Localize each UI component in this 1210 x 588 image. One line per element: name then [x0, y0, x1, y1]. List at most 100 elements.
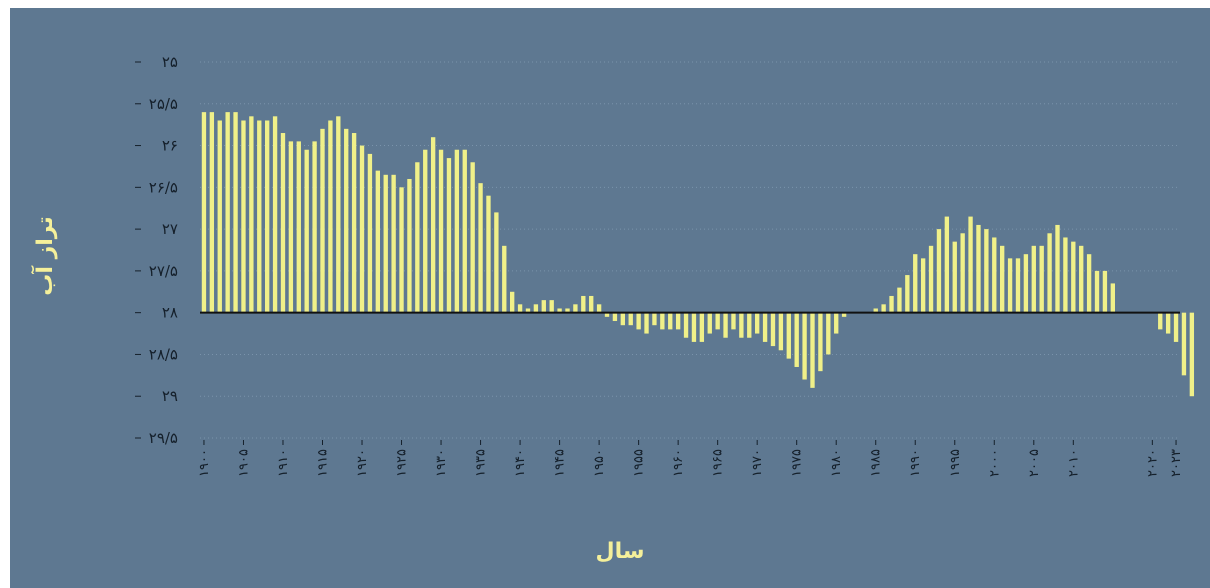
bar — [762, 312, 768, 342]
bar — [952, 241, 957, 313]
y-tick-label: ۲۵ — [162, 53, 178, 71]
bar — [438, 149, 444, 313]
bar — [470, 162, 475, 313]
bar — [257, 120, 262, 313]
x-tick-label: ۲۰۲۰ — [1145, 449, 1160, 477]
bar — [272, 116, 278, 313]
bar — [683, 312, 689, 338]
chart-frame: ۲۵ ۲۵/۵ ۲۶ ۲۶/۵ ۲۷ ۲۷/۵ ۲۸ ۲۸/۵ ۲۹ ۲۹/۵ ۱۹۰۰ ۱۹۰۵ ۱… — [10, 8, 1210, 588]
bar — [573, 304, 578, 313]
bar — [557, 308, 562, 313]
bar — [841, 312, 847, 317]
bar — [1165, 312, 1171, 334]
bar — [1007, 258, 1013, 313]
bar — [304, 149, 309, 313]
bar — [367, 153, 373, 313]
x-tick-label: ۲۰۰۰ — [987, 449, 1002, 477]
bar — [604, 312, 610, 317]
x-tick-label: ۱۹۳۵ — [474, 449, 489, 477]
bar — [1031, 245, 1036, 313]
y-tick-label: ۲۹/۵ — [149, 429, 178, 447]
bars — [201, 112, 1195, 397]
bar — [984, 229, 989, 313]
bar — [351, 133, 357, 313]
bar — [881, 304, 886, 313]
bar — [1094, 270, 1100, 313]
bar — [407, 178, 412, 313]
bar — [1158, 312, 1163, 330]
bar — [636, 312, 641, 330]
bar — [589, 295, 594, 313]
x-tick-label: ۱۹۲۰ — [355, 449, 370, 477]
bar — [778, 312, 784, 351]
x-tick-label: ۲۰۱۰ — [1066, 449, 1081, 477]
bar — [1173, 312, 1179, 342]
x-tick-label: ۱۹۴۵ — [553, 449, 568, 477]
bar — [375, 170, 380, 313]
bar — [454, 149, 460, 313]
bar — [541, 300, 546, 313]
bar — [612, 312, 618, 322]
bar — [391, 174, 396, 313]
bar — [478, 183, 483, 313]
bar — [691, 312, 697, 342]
bar — [399, 187, 404, 313]
bar — [565, 308, 570, 313]
bar — [1055, 224, 1060, 313]
bar — [525, 308, 531, 313]
bar — [976, 224, 981, 313]
bar — [715, 312, 720, 330]
bar — [810, 312, 815, 388]
x-tick-label: ۱۹۰۵ — [236, 449, 251, 477]
bar — [320, 128, 325, 313]
x-axis: ۱۹۰۰ ۱۹۰۵ ۱۹۱۰ ۱۹۱۵ ۱۹۲۰ ۱۹۲۵ ۱۹۳۰ ۱۹۳۵ ۱۹۴۰ ۱۹۴۵… — [197, 440, 1184, 477]
bar — [834, 312, 839, 334]
bar — [920, 258, 926, 313]
x-tick-label: ۲۰۰۵ — [1027, 449, 1042, 477]
bar — [1079, 245, 1084, 313]
bar — [502, 245, 507, 313]
bar — [1102, 270, 1108, 313]
bar — [446, 158, 452, 313]
x-tick-label: ۱۹۸۵ — [869, 449, 884, 477]
bar — [233, 112, 238, 313]
x-tick-label: ۱۹۰۰ — [197, 449, 212, 477]
bar — [1000, 245, 1005, 313]
y-tick-label: ۲۶/۵ — [149, 178, 178, 196]
bar — [628, 312, 633, 326]
bar — [336, 116, 341, 313]
bar — [383, 174, 388, 313]
bar — [699, 312, 705, 342]
bar — [533, 304, 539, 313]
bar — [889, 295, 894, 313]
bar — [770, 312, 776, 347]
bar — [968, 216, 973, 313]
bar — [747, 312, 752, 338]
bar — [241, 120, 246, 313]
bar — [1063, 237, 1068, 313]
bar — [1110, 283, 1115, 313]
bar — [225, 112, 230, 313]
bar — [462, 149, 467, 313]
bar — [873, 308, 878, 313]
bar — [992, 237, 997, 313]
y-axis-title: تراز آب — [30, 216, 58, 295]
bar — [913, 254, 918, 313]
bar — [1181, 312, 1187, 376]
bar — [897, 287, 902, 313]
x-tick-label: ۱۹۱۰ — [276, 449, 291, 477]
bar — [668, 312, 673, 330]
bar — [755, 312, 760, 334]
x-tick-label: ۱۹۵۵ — [632, 449, 647, 477]
bar — [344, 128, 349, 313]
bar — [549, 300, 554, 313]
x-tick-label: ۱۹۲۵ — [395, 449, 410, 477]
y-tick-label: ۲۷/۵ — [149, 262, 178, 280]
x-tick-label: ۱۹۳۰ — [434, 449, 449, 477]
bar — [312, 141, 317, 313]
bar — [1023, 254, 1029, 313]
bar — [1189, 312, 1195, 397]
y-tick-label: ۲۷ — [162, 220, 178, 238]
y-axis: ۲۵ ۲۵/۵ ۲۶ ۲۶/۵ ۲۷ ۲۷/۵ ۲۸ ۲۸/۵ ۲۹ ۲۹/۵ — [135, 53, 178, 447]
